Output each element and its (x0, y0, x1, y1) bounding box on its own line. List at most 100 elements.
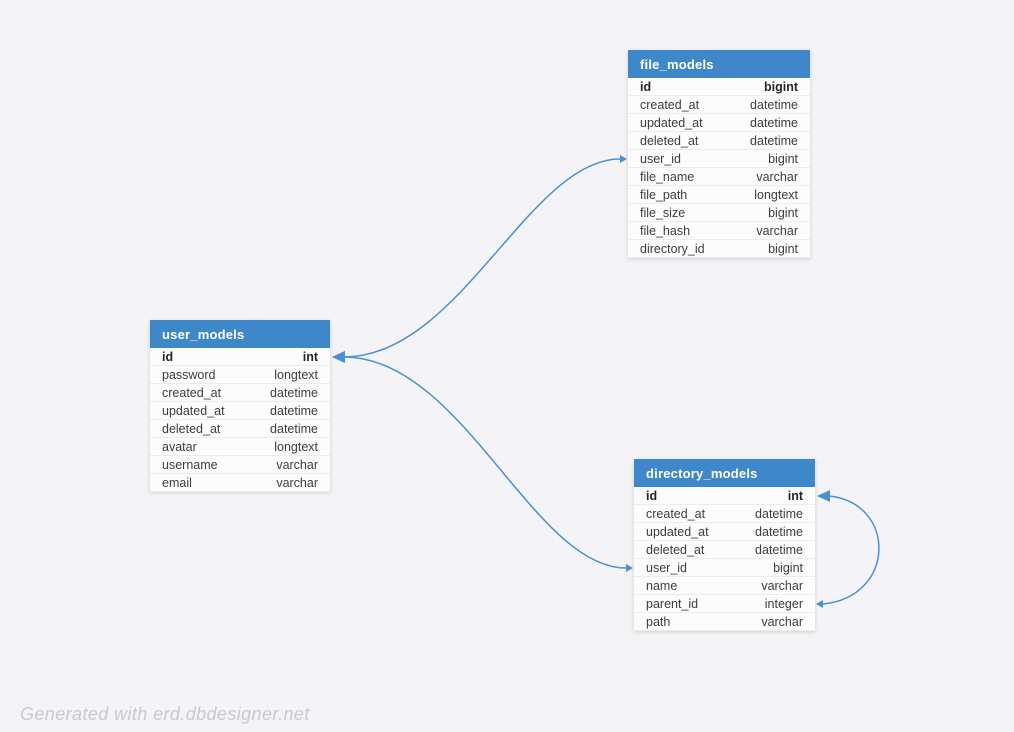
fk-end-marker-icon (626, 564, 633, 572)
field-row-user_models-deleted_at[interactable]: deleted_at datetime (150, 420, 330, 438)
relation-file_models-user_id-to-user_models-id[interactable] (332, 155, 627, 363)
fk-end-marker-icon (620, 155, 627, 163)
table-header[interactable]: file_models (628, 50, 810, 78)
field-row-file_models-deleted_at[interactable]: deleted_at datetime (628, 132, 810, 150)
field-type: bigint (763, 80, 798, 94)
field-name: directory_id (640, 242, 705, 256)
field-name: created_at (640, 98, 700, 112)
field-row-directory_models-id[interactable]: id int (634, 487, 815, 505)
field-type: datetime (270, 386, 318, 400)
field-name: created_at (646, 507, 706, 521)
field-type: varchar (756, 170, 798, 184)
relation-line (343, 356, 627, 569)
field-row-directory_models-parent_id[interactable]: parent_id integer (634, 595, 815, 613)
table-header[interactable]: directory_models (634, 459, 815, 487)
field-type: int (302, 350, 318, 364)
field-row-user_models-password[interactable]: password longtext (150, 366, 330, 384)
field-row-file_models-directory_id[interactable]: directory_id bigint (628, 240, 810, 258)
field-name: avatar (162, 440, 197, 454)
field-row-directory_models-updated_at[interactable]: updated_at datetime (634, 523, 815, 541)
field-row-user_models-id[interactable]: id int (150, 348, 330, 366)
pk-arrowhead-icon (817, 490, 830, 502)
field-row-directory_models-name[interactable]: name varchar (634, 577, 815, 595)
field-row-file_models-created_at[interactable]: created_at datetime (628, 96, 810, 114)
field-type: varchar (761, 615, 803, 629)
pk-arrowhead-icon (332, 351, 345, 363)
field-type: datetime (750, 98, 798, 112)
field-type: longtext (754, 188, 798, 202)
field-type: datetime (750, 134, 798, 148)
field-type: datetime (755, 507, 803, 521)
field-row-user_models-avatar[interactable]: avatar longtext (150, 438, 330, 456)
field-name: email (162, 476, 192, 490)
field-row-file_models-id[interactable]: id bigint (628, 78, 810, 96)
field-name: user_id (646, 561, 687, 575)
field-type: longtext (274, 368, 318, 382)
field-type: datetime (750, 116, 798, 130)
table-header[interactable]: user_models (150, 320, 330, 348)
table-directory_models[interactable]: directory_models id int created_at datetime… (634, 459, 815, 631)
field-type: integer (764, 597, 803, 611)
field-type: varchar (756, 224, 798, 238)
field-name: file_hash (640, 224, 691, 238)
field-name: deleted_at (640, 134, 699, 148)
field-name: deleted_at (646, 543, 705, 557)
field-type: datetime (270, 404, 318, 418)
field-row-file_models-file_name[interactable]: file_name varchar (628, 168, 810, 186)
watermark-text: Generated with erd.dbdesigner.net (20, 704, 310, 724)
field-type: bigint (768, 206, 798, 220)
field-row-file_models-file_size[interactable]: file_size bigint (628, 204, 810, 222)
table-title: file_models (640, 56, 714, 72)
field-row-user_models-created_at[interactable]: created_at datetime (150, 384, 330, 402)
field-name: password (162, 368, 216, 382)
table-body: id int password longtext created_at datetime u… (150, 348, 330, 492)
field-name: name (646, 579, 678, 593)
field-row-user_models-updated_at[interactable]: updated_at datetime (150, 402, 330, 420)
field-type: varchar (276, 476, 318, 490)
field-name: file_name (640, 170, 695, 184)
table-body: id int created_at datetime updated_at datetim… (634, 487, 815, 631)
table-title: user_models (162, 326, 245, 342)
fk-end-marker-icon (816, 600, 823, 608)
field-name: user_id (640, 152, 681, 166)
table-user_models[interactable]: user_models id int password longtext created… (150, 320, 330, 492)
pk-arrowhead-icon (332, 351, 345, 363)
field-name: parent_id (646, 597, 699, 611)
field-type: bigint (773, 561, 803, 575)
table-title: directory_models (646, 465, 758, 481)
field-name: updated_at (162, 404, 225, 418)
field-type: datetime (755, 543, 803, 557)
field-name: updated_at (640, 116, 703, 130)
field-name: id (640, 80, 652, 94)
field-row-file_models-updated_at[interactable]: updated_at datetime (628, 114, 810, 132)
field-row-user_models-username[interactable]: username varchar (150, 456, 330, 474)
field-row-directory_models-user_id[interactable]: user_id bigint (634, 559, 815, 577)
field-name: file_path (640, 188, 688, 202)
field-row-directory_models-deleted_at[interactable]: deleted_at datetime (634, 541, 815, 559)
field-type: varchar (276, 458, 318, 472)
field-row-file_models-user_id[interactable]: user_id bigint (628, 150, 810, 168)
field-name: deleted_at (162, 422, 221, 436)
relation-line (343, 158, 621, 358)
field-type: bigint (768, 152, 798, 166)
field-type: int (787, 489, 803, 503)
relation-line (822, 495, 880, 605)
field-row-file_models-file_path[interactable]: file_path longtext (628, 186, 810, 204)
relation-directory_models-parent_id-to-directory_models-id[interactable] (816, 490, 880, 608)
field-name: file_size (640, 206, 686, 220)
field-row-user_models-email[interactable]: email varchar (150, 474, 330, 492)
field-name: id (162, 350, 174, 364)
field-type: bigint (768, 242, 798, 256)
field-type: datetime (755, 525, 803, 539)
table-body: id bigint created_at datetime updated_at date… (628, 78, 810, 258)
table-file_models[interactable]: file_models id bigint created_at datetime up… (628, 50, 810, 258)
field-name: username (162, 458, 218, 472)
field-row-directory_models-path[interactable]: path varchar (634, 613, 815, 631)
field-row-directory_models-created_at[interactable]: created_at datetime (634, 505, 815, 523)
relation-directory_models-user_id-to-user_models-id[interactable] (332, 351, 633, 572)
field-name: id (646, 489, 658, 503)
field-row-file_models-file_hash[interactable]: file_hash varchar (628, 222, 810, 240)
field-type: longtext (274, 440, 318, 454)
field-name: path (646, 615, 671, 629)
